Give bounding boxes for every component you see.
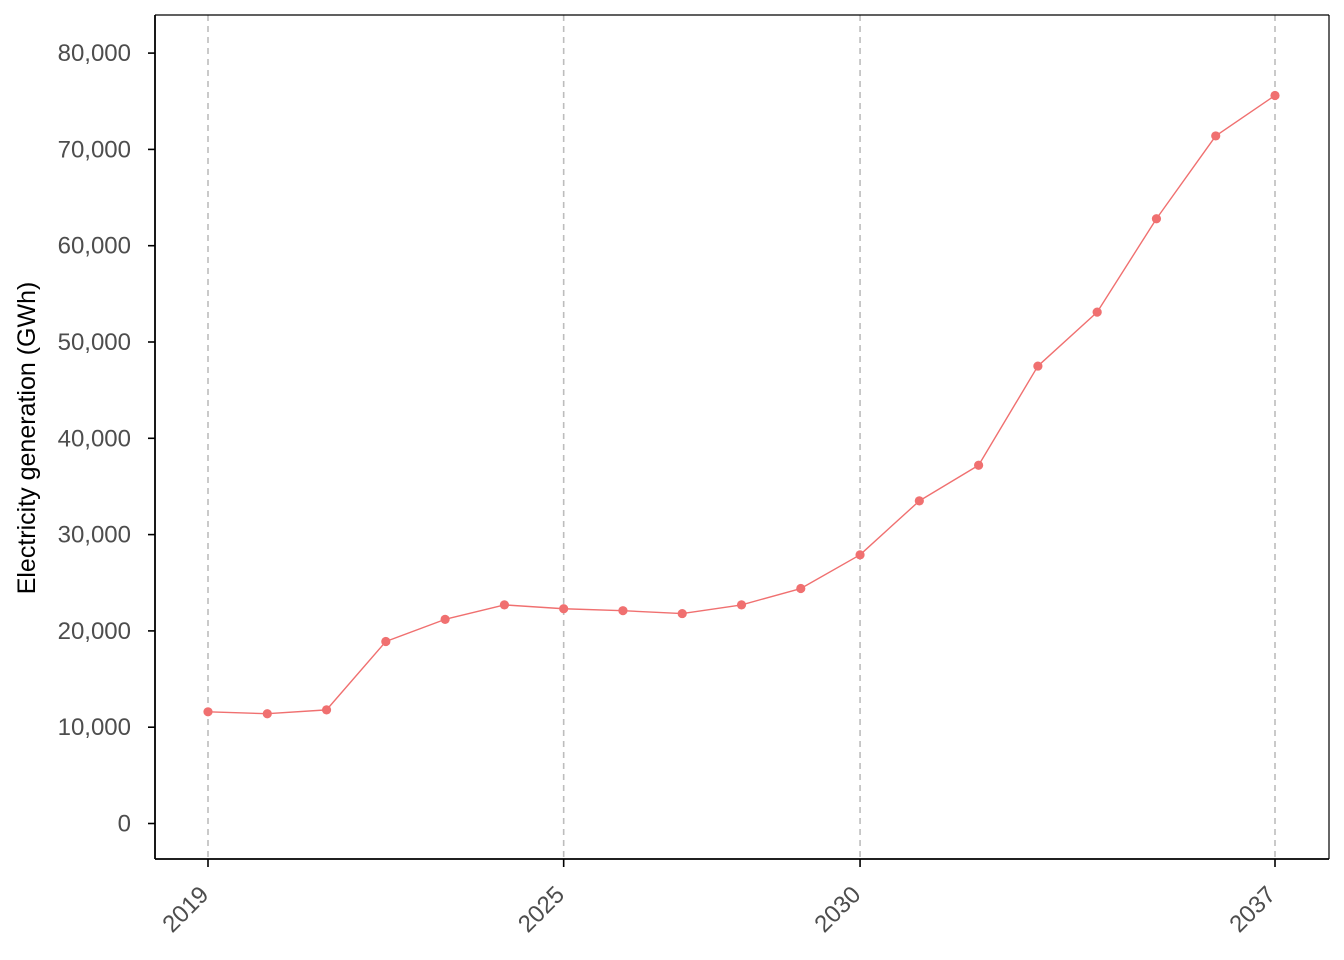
electricity-generation-point [914, 496, 924, 506]
electricity-generation-point [1092, 307, 1102, 317]
electricity-generation-point [736, 600, 747, 610]
y-tick-label: 20,000 [58, 618, 131, 645]
y-tick-label: 70,000 [58, 136, 131, 163]
y-tick-label: 60,000 [58, 233, 131, 260]
electricity-generation-point [974, 460, 984, 470]
electricity-generation-point [203, 707, 213, 717]
electricity-generation-point [1033, 361, 1043, 371]
series-layer [203, 90, 1280, 719]
electricity-generation-point [440, 614, 450, 624]
electricity-generation-point [1211, 131, 1221, 141]
electricity-generation-point [855, 550, 865, 560]
electricity-generation-point [262, 709, 272, 719]
y-tick-label: 30,000 [58, 522, 131, 549]
electricity-generation-point [381, 636, 391, 647]
y-tick-label: 50,000 [58, 329, 131, 356]
electricity-generation-point [1270, 90, 1280, 101]
axis-layer [148, 14, 1330, 867]
electricity-generation-point [677, 608, 687, 619]
grid-layer [207, 15, 1276, 859]
electricity-generation-point [321, 705, 332, 715]
y-axis-title: Electricity generation (GWh) [13, 282, 41, 595]
y-tick-label: 0 [118, 811, 131, 838]
y-tick-label: 40,000 [58, 425, 131, 452]
electricity-generation-point [559, 604, 569, 614]
y-tick-label: 10,000 [58, 714, 131, 741]
electricity-generation-point [618, 606, 628, 616]
electricity-generation-point [1151, 214, 1162, 224]
y-tick-label: 80,000 [58, 40, 131, 67]
electricity-generation-point [499, 600, 509, 610]
electricity-generation-point [796, 583, 806, 594]
